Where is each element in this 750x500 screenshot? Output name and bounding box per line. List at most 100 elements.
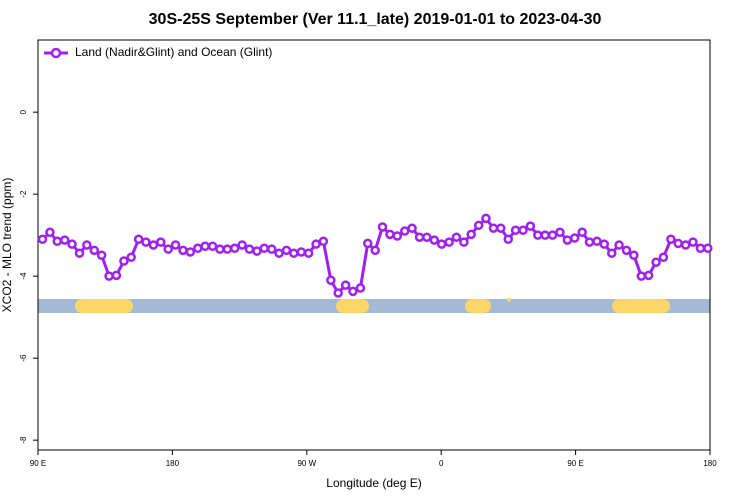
data-point [244, 244, 255, 254]
data-point [496, 223, 506, 233]
data-point [459, 237, 469, 247]
data-point [37, 234, 48, 245]
data-point [170, 240, 181, 250]
data-point [215, 244, 225, 254]
data-point [392, 231, 403, 241]
data-point [133, 234, 144, 245]
data-point [636, 271, 647, 281]
data-point [207, 241, 218, 251]
data-point [119, 256, 129, 266]
data-point [45, 227, 55, 238]
data-point [577, 227, 587, 238]
data-point [540, 230, 550, 240]
data-point [274, 248, 284, 258]
data-point [89, 245, 100, 256]
data-point [104, 271, 114, 281]
data-point [52, 236, 63, 247]
x-tick-label: 180 [703, 459, 717, 468]
data-point [466, 229, 476, 240]
data-point [96, 250, 107, 260]
data-point [266, 244, 277, 254]
data-point [348, 286, 358, 297]
data-point [311, 239, 321, 249]
legend-marker [50, 47, 62, 59]
data-point [185, 247, 196, 257]
data-point [695, 243, 706, 254]
data-point [451, 232, 462, 242]
data-point [67, 239, 77, 249]
data-point [584, 237, 595, 247]
data-point [303, 248, 314, 258]
data-point [229, 243, 240, 254]
data-point [688, 237, 698, 247]
data-point [444, 237, 454, 247]
data-point [148, 240, 159, 250]
data-point [74, 248, 85, 258]
y-tick-label: -6 [19, 354, 28, 362]
data-point [318, 236, 329, 247]
y-tick-label: -8 [19, 436, 28, 444]
data-point [606, 248, 617, 258]
x-tick-label: 90 E [567, 459, 583, 468]
data-point [178, 245, 188, 256]
y-tick-label: 0 [19, 109, 28, 114]
y-tick-label: -2 [19, 190, 28, 198]
data-point [680, 240, 691, 250]
data-point [422, 232, 432, 242]
chart-title: 30S-25S September (Ver 11.1_late) 2019-0… [149, 11, 602, 28]
data-point [281, 245, 292, 256]
data-point [547, 230, 558, 240]
data-point [163, 244, 173, 254]
data-point [562, 235, 573, 245]
x-tick-label: 90 W [297, 459, 316, 468]
data-point [533, 230, 543, 240]
x-tick-label: 180 [166, 459, 180, 468]
data-point [481, 213, 491, 224]
data-point [252, 246, 262, 256]
data-point [658, 252, 669, 263]
y-axis-label: XCO2 - MLO trend (ppm) [0, 178, 14, 313]
data-point [370, 245, 380, 256]
legend-label: Land (Nadir&Glint) and Ocean (Glint) [75, 45, 272, 59]
data-point [377, 222, 388, 232]
x-axis-label: Longitude (deg E) [326, 476, 421, 490]
data-point [429, 235, 440, 245]
data-point [59, 235, 70, 245]
data-point [629, 250, 639, 260]
data-point [296, 247, 307, 257]
data-point [651, 257, 661, 267]
data-point [237, 240, 247, 250]
data-point [666, 234, 676, 245]
data-point [614, 240, 624, 250]
data-point [259, 243, 269, 254]
data-point [333, 288, 343, 298]
x-tick-label: 0 [439, 459, 444, 468]
data-point [643, 270, 654, 281]
data-point [362, 238, 373, 249]
data-point [621, 245, 632, 256]
data-point [599, 239, 610, 249]
data-point [510, 225, 521, 235]
data-point [326, 275, 336, 286]
data-point [289, 248, 299, 258]
data-point [503, 234, 514, 245]
y-tick-label: -4 [19, 272, 28, 280]
data-point [111, 270, 122, 281]
data-point [414, 232, 425, 242]
data-point [407, 223, 417, 233]
data-point [193, 243, 203, 254]
x-tick-label: 90 E [30, 459, 46, 468]
data-point [673, 238, 683, 249]
land-ocean-band [38, 298, 710, 313]
data-point [200, 241, 210, 251]
data-point [340, 280, 351, 290]
data-point [400, 226, 410, 236]
data-point [436, 239, 447, 249]
data-point [592, 236, 602, 247]
data-point [703, 243, 713, 254]
plot-frame [37, 39, 711, 451]
data-point [518, 225, 528, 235]
data-point [156, 237, 166, 247]
data-point [569, 233, 580, 243]
